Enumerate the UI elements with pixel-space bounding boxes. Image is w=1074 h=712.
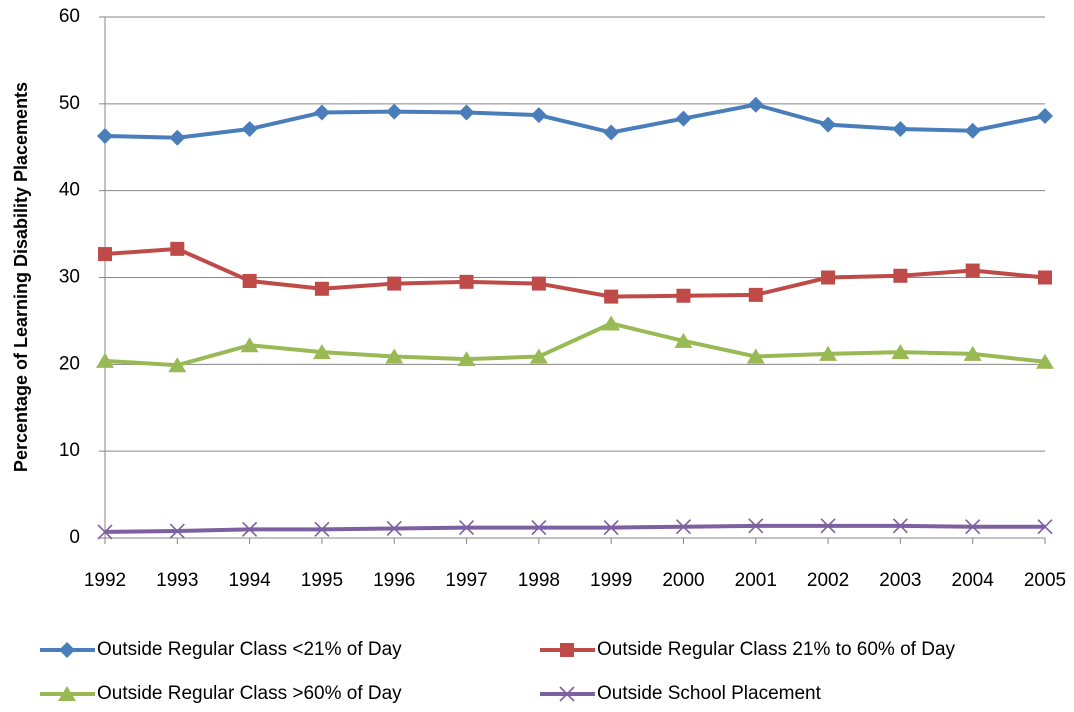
data-point: [821, 270, 836, 285]
x-tick-label: 1996: [373, 570, 415, 591]
data-point: [168, 357, 187, 373]
legend-marker: [58, 686, 76, 701]
y-tick-label: 10: [59, 440, 80, 461]
data-point: [529, 348, 548, 364]
data-point: [963, 345, 982, 361]
x-tick-label: 1999: [590, 570, 632, 591]
x-tick-label: 1993: [156, 570, 198, 591]
data-point: [386, 520, 402, 537]
y-tick-label: 50: [59, 93, 80, 114]
data-point: [312, 344, 331, 360]
data-point: [746, 348, 765, 364]
data-point: [314, 281, 329, 296]
data-point: [240, 337, 259, 353]
data-point: [530, 107, 547, 124]
data-point: [675, 110, 692, 127]
x-tick-label: 2000: [662, 570, 704, 591]
data-point: [531, 276, 546, 291]
x-tick-label: 2005: [1024, 570, 1066, 591]
data-point: [892, 121, 909, 138]
legend-label: Outside Regular Class <21% of Day: [97, 639, 402, 660]
data-point: [893, 268, 908, 283]
data-point: [459, 274, 474, 289]
data-point: [965, 519, 981, 535]
data-point: [387, 276, 402, 291]
data-point: [604, 289, 619, 304]
x-tick-label: 1998: [518, 570, 560, 591]
data-point: [170, 241, 185, 256]
data-point: [674, 332, 693, 348]
data-point: [964, 122, 981, 139]
data-point: [458, 104, 475, 121]
x-tick-label: 2001: [735, 570, 777, 591]
x-tick-label: 1995: [301, 570, 343, 591]
legend-label: Outside Regular Class 21% to 60% of Day: [597, 639, 956, 660]
data-point: [241, 121, 258, 138]
data-point: [965, 263, 980, 278]
x-tick-label: 1997: [445, 570, 487, 591]
series-line: [104, 523, 1045, 534]
legend-label: Outside Regular Class >60% of Day: [97, 683, 402, 704]
data-point: [891, 344, 910, 360]
data-point: [603, 124, 620, 141]
data-point: [820, 116, 837, 133]
legend-marker: [559, 686, 575, 702]
x-tick-label: 1994: [228, 570, 271, 591]
data-point: [820, 518, 836, 534]
data-point: [169, 523, 185, 539]
x-tick-label: 2002: [807, 570, 849, 591]
data-point: [1037, 519, 1053, 535]
data-point: [748, 287, 763, 302]
data-point: [314, 521, 330, 537]
y-tick-label: 0: [69, 527, 80, 548]
y-tick-label: 30: [59, 267, 80, 288]
data-point: [458, 520, 475, 536]
x-tick-label: 2004: [952, 570, 995, 591]
data-point: [676, 288, 691, 303]
y-axis-label: Percentage of Learning Disability Placem…: [11, 82, 31, 472]
data-point: [892, 518, 908, 534]
data-point: [97, 524, 113, 540]
data-point: [386, 103, 403, 120]
data-point: [1038, 270, 1052, 285]
y-tick-label: 40: [59, 180, 80, 201]
data-point: [602, 315, 621, 331]
y-tick-label: 60: [59, 6, 80, 27]
data-point: [457, 351, 476, 367]
series-line: [104, 246, 1046, 299]
data-point: [385, 348, 404, 364]
legend-marker: [560, 643, 574, 657]
data-point: [242, 521, 258, 537]
data-point: [603, 520, 619, 536]
legend-label: Outside School Placement: [597, 683, 822, 704]
series-line: [104, 321, 1046, 368]
series-line: [104, 102, 1046, 140]
data-point: [1036, 353, 1054, 369]
legend-marker: [59, 642, 75, 658]
data-point: [96, 352, 114, 368]
data-point: [169, 129, 186, 146]
y-tick-label: 20: [59, 353, 80, 374]
data-point: [313, 104, 330, 121]
data-point: [98, 247, 112, 262]
data-point: [819, 345, 838, 361]
x-tick-label: 1992: [84, 570, 126, 591]
data-point: [747, 96, 764, 113]
x-tick-label: 2003: [879, 570, 921, 591]
data-point: [97, 127, 113, 144]
data-point: [675, 519, 692, 535]
data-point: [531, 520, 547, 536]
data-point: [1037, 107, 1053, 124]
data-point: [242, 273, 257, 288]
data-point: [748, 518, 764, 534]
